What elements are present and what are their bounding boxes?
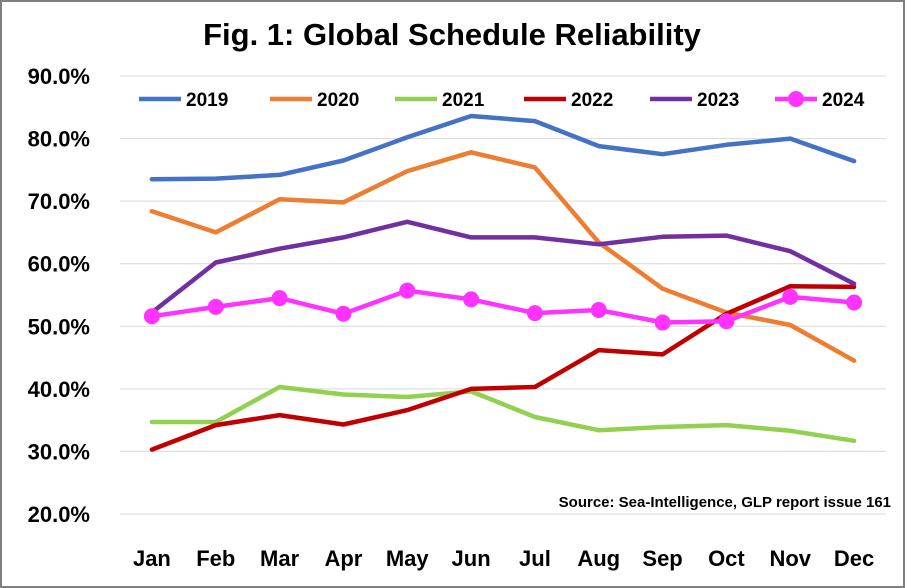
- data-point-2024: [590, 302, 607, 319]
- legend-item-2024: 2024: [775, 90, 865, 111]
- data-point-2024: [207, 298, 224, 315]
- legend-label: 2023: [697, 90, 739, 111]
- series-2022: [149, 283, 857, 452]
- x-tick-label: Aug: [577, 546, 620, 571]
- x-tick-label: Jun: [452, 546, 491, 571]
- x-tick-label: May: [386, 546, 430, 571]
- x-tick-label: Jul: [519, 546, 551, 571]
- chart-title: Fig. 1: Global Schedule Reliability: [203, 17, 702, 52]
- y-tick-label: 60.0%: [28, 252, 90, 277]
- y-axis: 20.0% 30.0% 40.0% 50.0% 60.0% 70.0% 80.0% 90.0%: [28, 64, 90, 527]
- series-line-2021: [149, 384, 857, 444]
- y-tick-label: 50.0%: [28, 314, 90, 339]
- series-line-2019: [149, 113, 857, 182]
- legend-label: 2020: [317, 90, 359, 111]
- legend-label: 2022: [571, 90, 613, 111]
- legend-item-2022: 2022: [524, 90, 613, 111]
- series-2024: [143, 282, 863, 331]
- x-tick-label: Feb: [196, 546, 235, 571]
- x-tick-label: Mar: [260, 546, 300, 571]
- series-2019: [149, 113, 857, 182]
- y-tick-label: 30.0%: [28, 439, 90, 464]
- series-2020: [149, 150, 857, 363]
- legend-marker: [788, 91, 804, 107]
- series-line-2022: [149, 283, 857, 452]
- legend-item-2019: 2019: [139, 90, 228, 111]
- series-line-2024: [149, 288, 857, 325]
- legend-item-2023: 2023: [650, 90, 739, 111]
- x-tick-label: Sep: [642, 546, 682, 571]
- data-point-2024: [335, 305, 352, 322]
- legend-label: 2021: [442, 90, 485, 111]
- x-tick-label: Oct: [708, 546, 745, 571]
- source-annotation: Source: Sea-Intelligence, GLP report iss…: [559, 494, 891, 511]
- y-tick-label: 40.0%: [28, 377, 90, 402]
- data-point-2024: [463, 291, 480, 308]
- data-point-2024: [654, 314, 671, 331]
- legend-label: 2019: [186, 90, 228, 111]
- y-tick-label: 70.0%: [28, 189, 90, 214]
- series-2023: [149, 219, 857, 315]
- legend-item-2021: 2021: [395, 90, 485, 111]
- data-point-2024: [718, 313, 735, 330]
- x-axis: Jan Feb Mar Apr May Jun Jul Aug Sep Oct Nov Dec: [133, 546, 874, 571]
- x-tick-label: Dec: [834, 546, 874, 571]
- y-tick-label: 80.0%: [28, 127, 90, 152]
- x-tick-label: Jan: [133, 546, 171, 571]
- legend-item-2020: 2020: [270, 90, 359, 111]
- series-line-2020: [149, 150, 857, 363]
- y-tick-label: 20.0%: [28, 502, 90, 527]
- series-2021: [149, 384, 857, 444]
- data-point-2024: [399, 282, 416, 299]
- y-tick-label: 90.0%: [28, 64, 90, 89]
- data-point-2024: [782, 288, 799, 305]
- data-point-2024: [846, 294, 863, 311]
- series-lines: [143, 113, 863, 452]
- legend-label: 2024: [822, 90, 865, 111]
- data-point-2024: [526, 305, 543, 322]
- x-tick-label: Nov: [769, 546, 811, 571]
- series-line-2023: [149, 219, 857, 315]
- data-point-2024: [271, 290, 288, 307]
- data-point-2024: [143, 308, 160, 325]
- x-tick-label: Apr: [324, 546, 362, 571]
- legend: 2019 2020 2021 2022 2023 2024: [139, 90, 865, 111]
